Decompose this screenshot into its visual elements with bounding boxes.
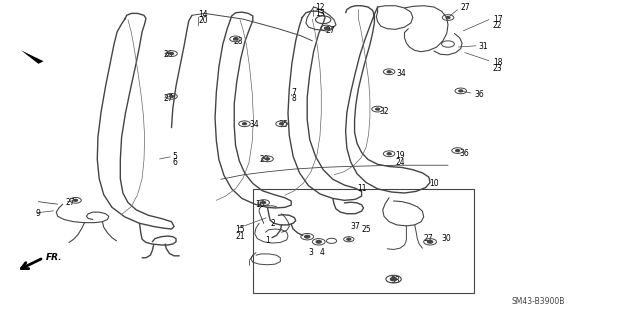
Text: 17: 17 [493, 15, 502, 24]
Text: 23: 23 [493, 64, 502, 73]
Text: 33: 33 [390, 276, 400, 285]
Text: 18: 18 [493, 58, 502, 67]
Text: 11: 11 [357, 184, 367, 193]
Circle shape [243, 123, 246, 125]
Text: 13: 13 [315, 9, 324, 18]
Text: 27: 27 [461, 4, 470, 12]
Text: 28: 28 [234, 37, 243, 46]
Text: 37: 37 [351, 222, 360, 231]
Circle shape [74, 199, 77, 201]
Circle shape [234, 38, 237, 40]
Text: 27: 27 [424, 234, 433, 243]
Circle shape [347, 238, 351, 240]
Text: 19: 19 [396, 151, 405, 160]
Circle shape [305, 235, 310, 238]
Text: 15: 15 [236, 225, 245, 234]
Text: 7: 7 [291, 88, 296, 97]
Text: FR.: FR. [46, 253, 63, 262]
Text: 31: 31 [479, 42, 488, 51]
Circle shape [170, 95, 173, 97]
Text: 24: 24 [396, 158, 405, 167]
Text: 27: 27 [163, 94, 173, 103]
Text: 4: 4 [320, 248, 325, 257]
Text: 30: 30 [442, 234, 451, 243]
Circle shape [456, 150, 460, 152]
Text: 14: 14 [198, 10, 208, 19]
Text: 27: 27 [66, 198, 76, 207]
Text: 27: 27 [325, 26, 335, 35]
Text: 35: 35 [278, 120, 288, 129]
Circle shape [280, 123, 284, 125]
Text: 29: 29 [259, 155, 269, 164]
Circle shape [387, 71, 391, 73]
Text: 25: 25 [362, 225, 371, 234]
Text: 36: 36 [475, 90, 484, 99]
Text: 21: 21 [236, 232, 245, 241]
Circle shape [446, 17, 450, 19]
Circle shape [266, 158, 269, 160]
Text: 26: 26 [163, 50, 173, 59]
Circle shape [428, 241, 433, 243]
Text: 10: 10 [429, 179, 438, 188]
Circle shape [376, 108, 380, 110]
Text: 20: 20 [198, 16, 208, 25]
Text: 36: 36 [460, 149, 469, 158]
Text: 12: 12 [315, 3, 324, 11]
Text: 16: 16 [255, 200, 264, 209]
Text: 34: 34 [397, 69, 406, 78]
Text: 2: 2 [271, 219, 275, 228]
Text: 3: 3 [308, 248, 314, 257]
Text: 34: 34 [250, 120, 259, 129]
Circle shape [324, 27, 328, 29]
Text: 9: 9 [35, 209, 40, 218]
Circle shape [170, 53, 173, 55]
Text: 32: 32 [380, 107, 389, 115]
Text: SM43-B3900B: SM43-B3900B [512, 297, 565, 306]
Bar [253, 189, 474, 293]
Circle shape [390, 278, 397, 281]
Text: 5: 5 [173, 152, 178, 161]
Circle shape [387, 153, 391, 155]
Polygon shape [16, 48, 44, 64]
Text: 6: 6 [173, 158, 178, 167]
Circle shape [262, 202, 266, 204]
Text: 22: 22 [493, 21, 502, 30]
Text: 1: 1 [266, 236, 270, 245]
Circle shape [316, 241, 321, 243]
Circle shape [459, 90, 463, 92]
Text: 8: 8 [291, 94, 296, 103]
